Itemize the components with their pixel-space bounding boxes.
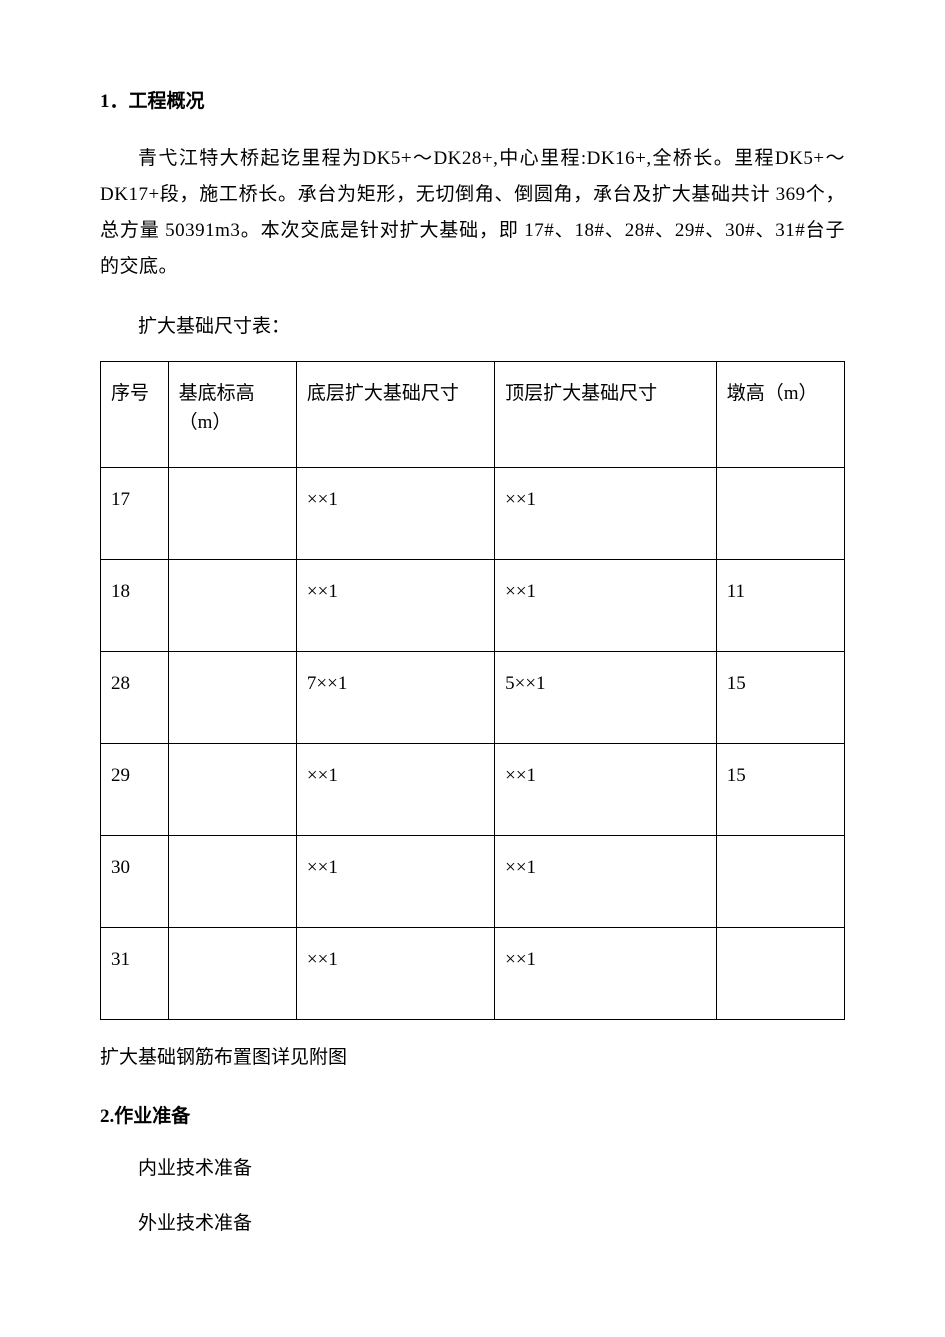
table-row: 28 7××1 5××1 15 (101, 652, 845, 744)
cell-pier-h: 11 (716, 560, 844, 652)
dimensions-table: 序号 基底标高（m） 底层扩大基础尺寸 顶层扩大基础尺寸 墩高（m） 17 ××… (100, 361, 845, 1020)
section-1-heading: 1．工程概况 (100, 88, 845, 117)
cell-top-dim: ××1 (495, 928, 717, 1020)
cell-base-elev (168, 560, 296, 652)
cell-top-dim: ××1 (495, 468, 717, 560)
cell-base-elev (168, 744, 296, 836)
table-row: 31 ××1 ××1 (101, 928, 845, 1020)
table-row: 29 ××1 ××1 15 (101, 744, 845, 836)
cell-top-dim: ××1 (495, 560, 717, 652)
cell-pier-h (716, 836, 844, 928)
table-footnote: 扩大基础钢筋布置图详见附图 (100, 1044, 845, 1073)
col-header-pier-h: 墩高（m） (716, 362, 844, 468)
cell-base-elev (168, 928, 296, 1020)
cell-top-dim: ××1 (495, 744, 717, 836)
table-header-row: 序号 基底标高（m） 底层扩大基础尺寸 顶层扩大基础尺寸 墩高（m） (101, 362, 845, 468)
cell-seq: 31 (101, 928, 169, 1020)
cell-seq: 18 (101, 560, 169, 652)
cell-bottom-dim: ××1 (296, 744, 494, 836)
cell-bottom-dim: ××1 (296, 928, 494, 1020)
cell-pier-h (716, 928, 844, 1020)
cell-seq: 17 (101, 468, 169, 560)
section-2-item: 内业技术准备 (100, 1155, 845, 1184)
cell-base-elev (168, 652, 296, 744)
cell-pier-h (716, 468, 844, 560)
col-header-base-elev: 基底标高（m） (168, 362, 296, 468)
cell-bottom-dim: ××1 (296, 468, 494, 560)
cell-top-dim: ××1 (495, 836, 717, 928)
col-header-bottom-dim: 底层扩大基础尺寸 (296, 362, 494, 468)
col-header-seq: 序号 (101, 362, 169, 468)
cell-bottom-dim: ××1 (296, 836, 494, 928)
cell-seq: 30 (101, 836, 169, 928)
table-row: 18 ××1 ××1 11 (101, 560, 845, 652)
table-row: 17 ××1 ××1 (101, 468, 845, 560)
cell-base-elev (168, 468, 296, 560)
cell-pier-h: 15 (716, 744, 844, 836)
cell-bottom-dim: 7××1 (296, 652, 494, 744)
col-header-top-dim: 顶层扩大基础尺寸 (495, 362, 717, 468)
cell-base-elev (168, 836, 296, 928)
cell-seq: 29 (101, 744, 169, 836)
cell-bottom-dim: ××1 (296, 560, 494, 652)
table-caption: 扩大基础尺寸表： (100, 313, 845, 342)
section-2-item: 外业技术准备 (100, 1210, 845, 1239)
cell-pier-h: 15 (716, 652, 844, 744)
section-1-paragraph: 青弋江特大桥起讫里程为DK5+～DK28+,中心里程:DK16+,全桥长。里程D… (100, 141, 845, 285)
table-row: 30 ××1 ××1 (101, 836, 845, 928)
cell-seq: 28 (101, 652, 169, 744)
cell-top-dim: 5××1 (495, 652, 717, 744)
section-2-heading: 2.作业准备 (100, 1103, 845, 1132)
